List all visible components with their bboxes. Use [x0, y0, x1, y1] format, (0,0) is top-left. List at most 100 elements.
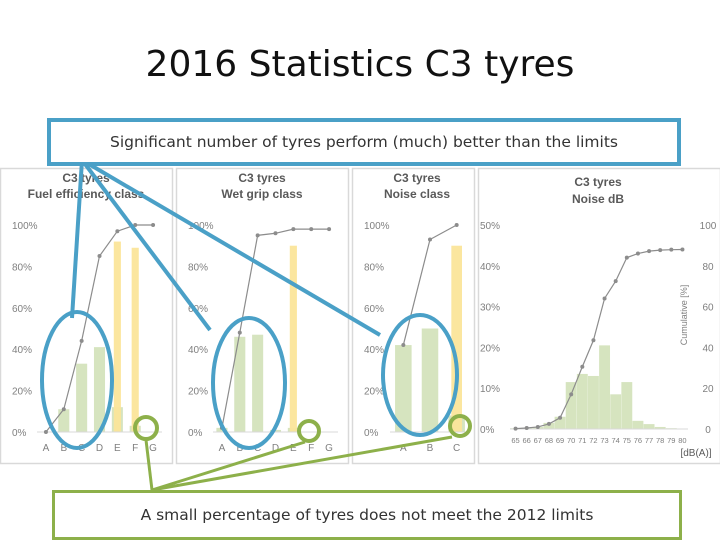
- cumulative-point: [513, 426, 518, 431]
- chart-title-line1: C3 tyres: [238, 171, 286, 185]
- y2-tick-label: 0: [705, 425, 711, 436]
- x-tick-label: F: [132, 443, 138, 454]
- bar-72: [587, 375, 599, 429]
- limit-circle: [297, 419, 321, 443]
- cumulative-point: [291, 227, 296, 232]
- bar-B: [421, 328, 439, 432]
- cumulative-point: [79, 338, 84, 343]
- y-tick-label: 0%: [188, 428, 203, 439]
- chart-2: C3 tyres Wet grip class 0% 20% 40% 60% 80% 100%…: [175, 167, 350, 465]
- bar-71: [576, 373, 588, 429]
- cumulative-point: [133, 223, 138, 227]
- y-tick-label: 60%: [364, 304, 384, 315]
- y-tick-label: 40%: [364, 345, 384, 356]
- y-tick-label: 20%: [12, 387, 32, 398]
- connector-top: [70, 159, 84, 319]
- cumulative-line: [515, 248, 683, 430]
- cumulative-point: [602, 296, 607, 301]
- cumulative-point: [151, 223, 156, 227]
- chart-title-line2: Noise dB: [572, 192, 624, 206]
- x-tick-label: G: [325, 443, 333, 454]
- chart-title-line2: Noise class: [384, 187, 450, 201]
- cumulative-point: [327, 227, 332, 232]
- limit-bar-E: [289, 245, 297, 432]
- connector-bottom: [151, 440, 306, 492]
- x-tick-label: 70: [567, 436, 575, 445]
- bar-76: [632, 420, 644, 429]
- cumulative-point: [428, 237, 432, 242]
- y2-tick-label: 60: [702, 303, 714, 314]
- y-tick-label: 40%: [188, 345, 208, 356]
- cumulative-point: [43, 430, 48, 434]
- bar-C: [252, 334, 264, 432]
- x-tick-label: C: [254, 443, 261, 454]
- cumulative-point: [658, 248, 663, 253]
- x-tick-label: 74: [612, 436, 620, 445]
- y-tick-label: 100%: [364, 221, 390, 232]
- bar-75: [621, 382, 633, 429]
- connector-bottom: [151, 435, 453, 492]
- cumulative-point: [680, 247, 685, 252]
- cumulative-point: [624, 255, 629, 260]
- cumulative-point: [647, 249, 652, 254]
- y-tick-label: 80%: [364, 262, 384, 273]
- x-tick-label: D: [272, 443, 279, 454]
- bar-73: [599, 345, 611, 429]
- x-tick-label: E: [290, 443, 297, 454]
- x-tick-label: D: [96, 443, 103, 454]
- highlight-ellipse: [381, 313, 459, 437]
- bar-78: [654, 426, 666, 429]
- cumulative-point: [273, 231, 278, 236]
- cumulative-point: [524, 425, 529, 430]
- x-tick-label: 66: [523, 436, 531, 445]
- x-tick-label: 71: [578, 436, 586, 445]
- cumulative-point: [454, 223, 459, 227]
- limit-circle: [448, 414, 472, 438]
- y-tick-label: 40%: [480, 262, 500, 273]
- x-tick-label: 72: [589, 436, 597, 445]
- y-tick-label: 0%: [364, 428, 379, 439]
- x-tick-label: B: [236, 443, 243, 454]
- x-tick-label: 79: [667, 436, 675, 445]
- cumulative-point: [61, 407, 66, 412]
- x-tick-label: A: [400, 443, 407, 454]
- cumulative-point: [237, 330, 242, 335]
- y-tick-label: 0%: [12, 428, 27, 439]
- x-tick-label: 80: [678, 436, 686, 445]
- x-tick-label: 75: [623, 436, 631, 445]
- y-tick-label: 20%: [188, 387, 208, 398]
- y-tick-label: 60%: [188, 304, 208, 315]
- y-tick-label: 10%: [480, 384, 500, 395]
- y-tick-label: 40%: [12, 345, 32, 356]
- cumulative-point: [535, 424, 540, 429]
- x-tick-label: 65: [511, 436, 519, 445]
- page-title: 2016 Statistics C3 tyres: [145, 44, 575, 85]
- cumulative-point: [569, 392, 574, 397]
- cumulative-point: [546, 421, 551, 426]
- limit-circle: [133, 415, 159, 441]
- bar-B: [58, 409, 70, 432]
- chart-title-line1: C3 tyres: [393, 171, 441, 185]
- y-tick-label: 20%: [364, 387, 384, 398]
- x-tick-label: 68: [545, 436, 553, 445]
- x-tick-label: 78: [656, 436, 664, 445]
- cumulative-point: [580, 364, 585, 369]
- connector-top: [80, 158, 212, 332]
- callout-better-than-limits: Significant number of tyres perform (muc…: [47, 118, 681, 166]
- y-tick-label: 80%: [188, 262, 208, 273]
- limit-bar-E: [113, 241, 121, 432]
- cumulative-point: [97, 254, 102, 259]
- x-tick-label: E: [114, 443, 121, 454]
- bar-68: [543, 422, 555, 429]
- charts-area: C3 tyres Fuel efficiency class 0% 20% 40% 60%…: [0, 167, 720, 465]
- cumulative-point: [613, 279, 618, 284]
- bar-77: [643, 424, 655, 429]
- cumulative-point: [115, 229, 120, 234]
- y-tick-label: 80%: [12, 262, 32, 273]
- cumulative-point: [669, 247, 674, 252]
- y2-axis-label: Cumulative [%]: [679, 285, 689, 346]
- y-tick-label: 60%: [12, 304, 32, 315]
- bar-C: [76, 363, 88, 432]
- x-tick-label: 73: [600, 436, 608, 445]
